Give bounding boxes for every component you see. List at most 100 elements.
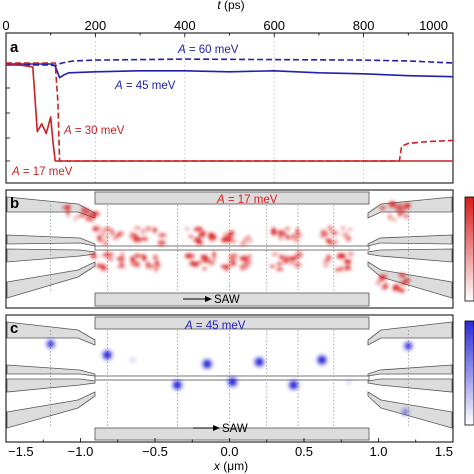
density-spot xyxy=(191,254,196,258)
density-spot xyxy=(288,256,298,261)
density-spot xyxy=(202,267,207,271)
top-tick-label: 0 xyxy=(2,18,9,33)
density-spot xyxy=(197,227,203,231)
density-spot xyxy=(333,239,338,245)
panel-c-label: A = 45 meV xyxy=(184,320,246,332)
density-spot xyxy=(325,254,332,261)
bottom-tick-label: −1.0 xyxy=(68,444,94,459)
density-spot xyxy=(140,228,146,235)
density-spot xyxy=(231,239,236,244)
density-spot xyxy=(139,254,147,258)
density-spot xyxy=(324,238,333,243)
bottom-tick-label: 0.0 xyxy=(220,444,238,459)
density-spot xyxy=(239,263,247,269)
density-spot xyxy=(46,340,55,348)
density-spot xyxy=(228,254,233,259)
saw-arrow-head xyxy=(205,296,212,302)
density-spot xyxy=(378,274,387,281)
panel-b-wavefunction xyxy=(62,201,411,293)
top-axis-label: t (ps) xyxy=(217,0,244,12)
panel-a-frame xyxy=(5,32,454,184)
bottom-tick-label: −1.5 xyxy=(8,444,34,459)
annotation-45: A = 45 meV xyxy=(114,80,176,92)
density-spot xyxy=(397,211,402,216)
density-spot xyxy=(404,342,413,350)
density-spot xyxy=(295,253,303,259)
density-spot xyxy=(293,237,300,243)
density-spot xyxy=(277,229,284,235)
density-spot xyxy=(137,240,142,243)
density-spot xyxy=(152,254,158,260)
density-spot xyxy=(104,251,111,258)
density-spot xyxy=(347,228,353,231)
density-spot xyxy=(212,255,216,261)
density-spot xyxy=(396,202,405,209)
density-spot xyxy=(134,226,141,230)
density-spot xyxy=(81,205,86,212)
density-spot xyxy=(322,259,330,264)
density-spot xyxy=(402,206,406,211)
density-spot xyxy=(66,204,71,210)
density-spot xyxy=(114,233,121,237)
panel-a-series xyxy=(6,58,454,162)
saw-arrow-head xyxy=(213,425,220,431)
density-spot xyxy=(392,287,397,292)
density-spot xyxy=(289,380,299,390)
panel-a-gridlines xyxy=(95,33,365,183)
density-spot xyxy=(198,231,203,238)
density-spot xyxy=(239,255,249,261)
density-spot xyxy=(145,226,150,231)
panel-a: a A = 60 meV A = 45 meV A = 30 meV A = 1… xyxy=(2,0,454,184)
density-spot xyxy=(335,267,339,272)
density-spot xyxy=(158,232,167,238)
density-spot xyxy=(140,237,149,241)
density-spot xyxy=(220,264,230,269)
density-spot xyxy=(391,218,397,222)
density-spot xyxy=(276,267,283,271)
density-spot xyxy=(239,241,247,246)
density-spot xyxy=(402,409,409,415)
density-spot xyxy=(103,226,112,232)
density-spot xyxy=(271,253,279,256)
density-spot xyxy=(92,226,98,232)
density-spot xyxy=(172,380,182,390)
density-spot xyxy=(192,237,201,243)
density-spot xyxy=(269,264,276,268)
series-line-1 xyxy=(6,63,454,79)
density-spot xyxy=(90,253,96,259)
bottom-tick-label: 0.5 xyxy=(295,444,313,459)
density-spot xyxy=(208,260,215,266)
density-spot xyxy=(110,229,115,236)
top-tick-label: 600 xyxy=(263,18,285,33)
density-spot xyxy=(293,261,302,268)
density-spot xyxy=(387,213,393,220)
density-spot xyxy=(247,239,253,243)
density-spot xyxy=(317,355,327,365)
density-spot xyxy=(243,260,252,265)
density-spot xyxy=(228,377,237,387)
density-spot xyxy=(77,213,86,218)
density-spot xyxy=(230,230,235,237)
series-line-0 xyxy=(6,58,454,67)
density-spot xyxy=(119,262,124,266)
saw-label: SAW xyxy=(214,294,240,306)
density-spot xyxy=(66,211,70,217)
density-spot xyxy=(271,230,277,236)
density-spot xyxy=(212,235,217,242)
density-spot xyxy=(243,236,248,242)
panel-c-marker-lines xyxy=(50,330,409,427)
density-spot xyxy=(401,209,406,215)
density-spot xyxy=(96,263,103,268)
panel-c-letter: c xyxy=(10,320,18,337)
density-spot xyxy=(157,240,166,246)
density-spot xyxy=(336,255,346,259)
density-spot xyxy=(134,253,141,258)
density-spot xyxy=(185,253,194,259)
top-tick-label: 1000 xyxy=(419,18,448,33)
density-spot xyxy=(202,359,212,369)
density-spot xyxy=(74,215,78,222)
density-spot xyxy=(340,226,346,230)
density-spot xyxy=(85,217,91,221)
density-spot xyxy=(375,280,382,286)
